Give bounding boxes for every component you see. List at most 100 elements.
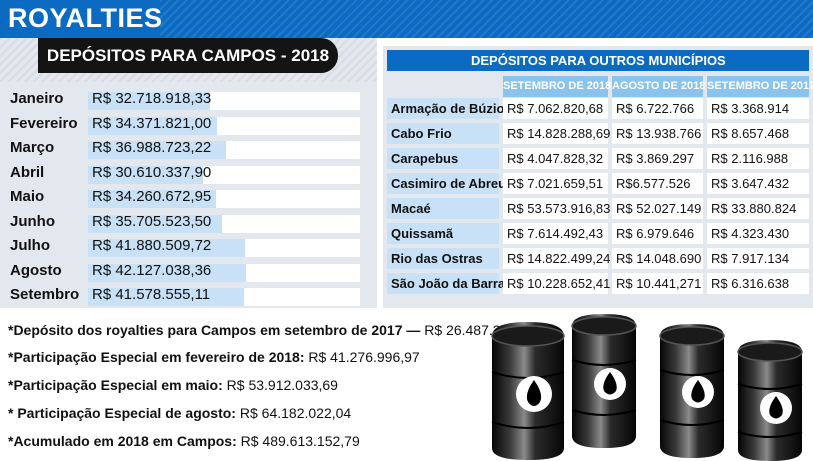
note-value: R$ 41.276.996,97 (304, 349, 420, 365)
value-ago-2018: R$ 52.027.149 (612, 198, 703, 219)
month-bar (88, 92, 360, 110)
value-sep-2018: R$ 14.828.288,69 (503, 123, 610, 144)
value-sep-2018: R$ 7.021.659,51 (503, 173, 608, 194)
month-name: Março (10, 139, 55, 156)
value-sep-2018: R$ 53.573.916,83 (503, 198, 610, 219)
note-label: *Participação Especial em maio: (8, 377, 223, 393)
month-value: R$ 41.880.509,72 (92, 237, 212, 254)
note-label: *Depósito dos royalties para Campos em s… (8, 322, 421, 338)
month-row: Janeiro R$ 32.718.918,33 (10, 89, 360, 114)
column-header: AGOSTO DE 2018 (612, 76, 705, 97)
header-stripes (160, 0, 813, 38)
note-line: *Participação Especial em maio: R$ 53.91… (8, 377, 338, 393)
municipality-name: Carapebus (387, 148, 499, 169)
oil-barrel-icon (571, 314, 637, 448)
note-line: *Depósito dos royalties para Campos em s… (8, 322, 516, 338)
note-value: R$ 64.182.022,04 (235, 405, 352, 421)
month-value: R$ 35.705.523,50 (92, 212, 212, 230)
month-name: Setembro (10, 286, 80, 303)
note-line: *Participação Especial em fevereiro de 2… (8, 349, 420, 365)
oil-barrel-icon (491, 322, 565, 460)
value-ago-2018: R$ 14.048.690 (612, 248, 703, 269)
month-value: R$ 36.988.723,22 (92, 139, 212, 156)
value-ago-2018: R$ 6.979.646 (612, 223, 703, 244)
note-line: * Participação Especial de agosto: R$ 64… (8, 405, 351, 421)
municipality-name: Cabo Frio (387, 123, 499, 144)
campos-month-list: Janeiro R$ 32.718.918,33 Fevereiro R$ 34… (10, 89, 360, 310)
table-row: Macaé R$ 53.573.916,83 R$ 52.027.149 R$ … (387, 198, 809, 219)
oil-drop-icon (603, 372, 617, 395)
municipality-name: Armação de Búzios (387, 98, 512, 119)
municipality-name: Quissamã (387, 223, 499, 244)
month-bar (88, 214, 360, 233)
municipality-name: Macaé (387, 198, 499, 219)
month-bar-fill (88, 92, 211, 110)
month-bar-fill (88, 214, 222, 233)
month-name: Agosto (10, 261, 62, 279)
month-bar-fill (88, 116, 217, 135)
value-ago-2018: R$ 3.869.297 (612, 148, 703, 169)
value-sep-2017: R$ 6.316.638 (707, 273, 809, 294)
month-bar (88, 263, 360, 282)
month-name: Maio (10, 188, 45, 205)
month-bar (88, 239, 360, 257)
month-bar-fill (88, 239, 245, 257)
table-row: São João da Barra R$ 10.228.652,41 R$ 10… (387, 273, 809, 294)
municipality-name: Casimiro de Abreu (387, 173, 506, 194)
page-title: ROYALTIES (8, 3, 163, 33)
month-name: Janeiro (10, 90, 64, 107)
oil-drop-icon (691, 380, 705, 403)
value-sep-2018: R$ 10.228.652,41 (503, 273, 610, 294)
value-sep-2017: R$ 33.880.824 (707, 198, 809, 219)
value-sep-2018: R$ 4.047.828,32 (503, 148, 608, 169)
month-name: Fevereiro (10, 114, 78, 132)
municipality-name: São João da Barra (387, 273, 505, 294)
oil-barrel-icon (737, 340, 803, 461)
month-value: R$ 34.260.672,95 (92, 188, 212, 205)
value-ago-2018: R$ 13.938.766 (612, 123, 703, 144)
month-row: Abril R$ 30.610.337,90 (10, 163, 360, 188)
month-bar (88, 165, 360, 184)
month-row: Julho R$ 41.880.509,72 (10, 236, 360, 261)
month-row: Maio R$ 34.260.672,95 (10, 187, 360, 212)
note-line: *Acumulado em 2018 em Campos: R$ 489.613… (8, 433, 360, 449)
month-value: R$ 32.718.918,33 (92, 90, 212, 107)
value-ago-2018: R$ 6.722.766 (612, 98, 703, 119)
month-row: Agosto R$ 42.127.038,36 (10, 261, 360, 286)
month-value: R$ 42.127.038,36 (92, 261, 212, 279)
month-bar-fill (88, 141, 227, 159)
month-value: R$ 41.578.555,11 (92, 286, 211, 303)
month-name: Abril (10, 163, 45, 181)
outros-heading: DEPÓSITOS PARA OUTROS MUNICÍPIOS (387, 50, 809, 71)
value-sep-2017: R$ 2.116.988 (707, 148, 809, 169)
column-header: SETEMBRO DE 2017 (707, 76, 813, 97)
value-ago-2018: R$6.577.526 (612, 173, 703, 194)
municipality-name: Rio das Ostras (387, 248, 499, 269)
table-row: Cabo Frio R$ 14.828.288,69 R$ 13.938.766… (387, 123, 809, 144)
value-sep-2018: R$ 14.822.499,24 (503, 248, 610, 269)
note-value: R$ 489.613.152,79 (236, 433, 360, 449)
value-sep-2017: R$ 3.647.432 (707, 173, 809, 194)
month-value: R$ 30.610.337,90 (92, 163, 212, 181)
column-header: SETEMBRO DE 2018 (503, 76, 611, 97)
table-row: Casimiro de Abreu R$ 7.021.659,51 R$6.57… (387, 173, 809, 194)
month-bar-fill (88, 263, 246, 282)
table-row: Rio das Ostras R$ 14.822.499,24 R$ 14.04… (387, 248, 809, 269)
oil-barrel-icon (659, 324, 725, 458)
month-bar-fill (88, 190, 217, 208)
month-bar-fill (88, 165, 203, 184)
month-row: Março R$ 36.988.723,22 (10, 138, 360, 163)
month-row: Setembro R$ 41.578.555,11 (10, 285, 360, 310)
value-sep-2017: R$ 8.657.468 (707, 123, 809, 144)
month-row: Junho R$ 35.705.523,50 (10, 212, 360, 237)
month-bar (88, 116, 360, 135)
note-label: * Participação Especial de agosto: (8, 405, 236, 421)
value-sep-2018: R$ 7.062.820,68 (503, 98, 608, 119)
month-bar-fill (88, 288, 244, 306)
note-label: *Participação Especial em fevereiro de 2… (8, 349, 305, 365)
campos-heading: DEPÓSITOS PARA CAMPOS - 2018 (38, 38, 338, 73)
oil-drop-icon (769, 396, 783, 419)
oil-drop-icon (526, 380, 542, 406)
table-row: Carapebus R$ 4.047.828,32 R$ 3.869.297 R… (387, 148, 809, 169)
month-name: Junho (10, 212, 55, 230)
